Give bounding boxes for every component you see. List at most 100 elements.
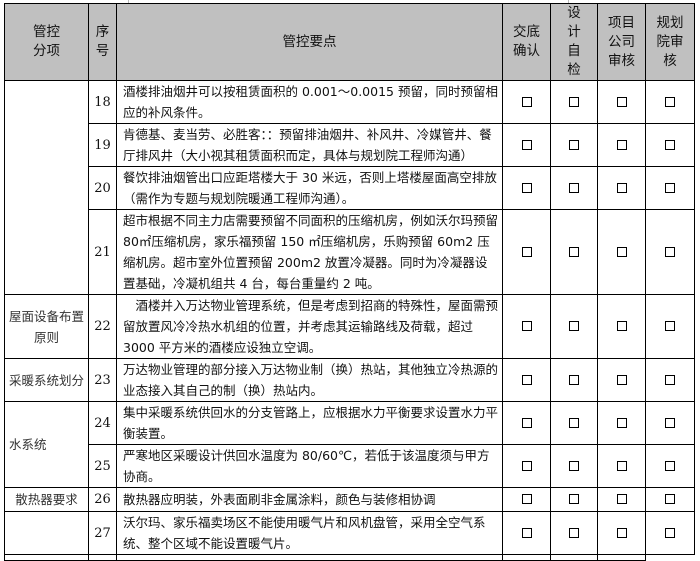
project-review-checkbox[interactable] [616, 182, 627, 193]
confirm-checkbox[interactable] [521, 139, 532, 150]
project-review-checkbox[interactable] [616, 96, 627, 107]
table-row: 20 餐饮排油烟管出口应距塔楼大于 30 米远，否则上塔楼屋面高空排放（需作为专题… [5, 166, 695, 210]
self-check-checkbox[interactable] [569, 182, 579, 193]
header-row: 管控分项 序号 管控要点 交底确认 设计自检 项目公司审核 规划院审核 [4, 3, 695, 81]
project-review-checkbox[interactable] [616, 246, 627, 257]
institute-review-checkbox[interactable] [665, 417, 675, 428]
institute-review-cell [645, 166, 695, 210]
institute-review-checkbox[interactable] [665, 460, 675, 471]
header-self-check: 设计自检 [550, 3, 598, 81]
row-number: 25 [88, 444, 117, 488]
confirm-checkbox[interactable] [521, 417, 532, 428]
institute-review-checkbox[interactable] [665, 527, 675, 538]
empty-cell [502, 554, 551, 561]
institute-review-checkbox[interactable] [665, 374, 675, 385]
confirm-checkbox[interactable] [521, 96, 532, 107]
self-check-checkbox[interactable] [569, 139, 579, 150]
confirm-checkbox[interactable] [521, 494, 532, 504]
control-point-text: 超市根据不同主力店需要预留不同面积的压缩机房，例如沃尔玛预留 80㎡压缩机房，家… [116, 209, 503, 295]
institute-review-checkbox[interactable] [665, 321, 675, 331]
project-review-checkbox[interactable] [616, 417, 627, 428]
confirm-checkbox[interactable] [521, 527, 532, 538]
row-number: 18 [88, 80, 117, 124]
confirm-cell [502, 511, 551, 555]
project-review-cell [597, 80, 646, 124]
self-check-cell [550, 444, 598, 488]
header-category: 管控分项 [4, 3, 89, 81]
row-number: 19 [88, 123, 117, 167]
row-number: 26 [88, 487, 117, 512]
institute-review-cell [645, 444, 695, 488]
institute-review-checkbox[interactable] [665, 139, 675, 150]
institute-review-checkbox[interactable] [665, 96, 675, 107]
self-check-checkbox[interactable] [569, 527, 579, 538]
self-check-cell [550, 209, 598, 295]
table-row: 19 肯德基、麦当劳、必胜客：：预留排油烟井、补风井、冷媒管井、餐厅排风井（大小视… [5, 123, 695, 167]
table-row: 屋面设备布置原则 22 酒楼并入万达物业管理系统，但是考虑到招商的特殊性，屋面需预… [4, 294, 695, 359]
project-review-checkbox[interactable] [616, 527, 627, 538]
confirm-cell [502, 166, 551, 210]
self-check-checkbox[interactable] [569, 417, 579, 428]
self-check-checkbox[interactable] [569, 321, 579, 331]
project-review-cell [597, 487, 646, 512]
category-cell: 屋面设备布置原则 [4, 294, 89, 359]
self-check-checkbox[interactable] [569, 374, 579, 385]
self-check-checkbox[interactable] [569, 494, 579, 504]
table-row: 采暖系统划分 23 万达物业管理的部分接入万达物业制（换）热站，其他独立冷热源的业态… [4, 358, 695, 402]
project-review-checkbox[interactable] [616, 494, 627, 504]
control-point-text: 酒楼并入万达物业管理系统，但是考虑到招商的特殊性，屋面需预留放置风冷冷热水机组的… [116, 294, 503, 359]
self-check-cell [550, 294, 598, 359]
self-check-cell [550, 487, 598, 512]
control-point-text: 肯德基、麦当劳、必胜客：：预留排油烟井、补风井、冷媒管井、餐厅排风井（大小视其租… [116, 123, 503, 167]
row-number: 20 [88, 166, 117, 210]
project-review-checkbox[interactable] [616, 321, 627, 331]
empty-cell [597, 554, 646, 561]
institute-review-checkbox[interactable] [665, 494, 675, 504]
project-review-cell [597, 511, 646, 555]
category-cell: 采暖系统划分 [4, 358, 89, 402]
project-review-cell [597, 358, 646, 402]
table-row: 18 酒楼排油烟井可以按租赁面积的 0.001～0.0015 预留，同时预留相应的… [4, 80, 695, 295]
table-row [4, 554, 695, 561]
row-number: 21 [88, 209, 117, 295]
institute-review-checkbox[interactable] [665, 182, 675, 193]
self-check-checkbox[interactable] [569, 246, 579, 257]
self-check-cell [550, 123, 598, 167]
project-review-checkbox[interactable] [616, 139, 627, 150]
control-point-text: 酒楼排油烟井可以按租赁面积的 0.001～0.0015 预留，同时预留相应的补风… [116, 80, 503, 124]
confirm-checkbox[interactable] [521, 321, 532, 331]
row-number: 23 [88, 358, 117, 402]
header-number: 序号 [88, 3, 117, 81]
confirm-checkbox[interactable] [521, 246, 532, 257]
category-cell: 水系统 [4, 401, 89, 488]
confirm-cell [502, 294, 551, 359]
self-check-checkbox[interactable] [569, 96, 579, 107]
table-row: 27 沃尔玛、家乐福卖场区不能使用暖气片和风机盘管，采用全空气系统、整个区域不能设… [4, 511, 695, 555]
header-confirm: 交底确认 [502, 3, 551, 81]
header-points: 管控要点 [116, 3, 503, 81]
table-row: 21 超市根据不同主力店需要预留不同面积的压缩机房，例如沃尔玛预留 80㎡压缩机房… [5, 209, 695, 295]
project-review-checkbox[interactable] [616, 374, 627, 385]
table-row: 散热器要求 26 散热器应明装，外表面刷非金属涂料，颜色与装修相协调 [4, 487, 695, 512]
institute-review-checkbox[interactable] [665, 246, 675, 257]
confirm-cell [502, 401, 551, 445]
institute-review-cell [645, 80, 695, 124]
confirm-checkbox[interactable] [521, 182, 532, 193]
confirm-checkbox[interactable] [521, 460, 532, 471]
institute-review-cell [645, 123, 695, 167]
self-check-checkbox[interactable] [569, 460, 579, 471]
confirm-cell [502, 487, 551, 512]
institute-review-cell [645, 209, 695, 295]
category-cell [4, 80, 89, 295]
self-check-cell [550, 511, 598, 555]
category-cell: 散热器要求 [4, 487, 89, 512]
project-review-checkbox[interactable] [616, 460, 627, 471]
confirm-checkbox[interactable] [521, 374, 532, 385]
empty-cell [4, 554, 89, 561]
project-review-cell [597, 209, 646, 295]
self-check-cell [550, 166, 598, 210]
header-institute-review: 规划院审核 [645, 3, 695, 81]
empty-cell [88, 554, 117, 561]
institute-review-cell [645, 511, 695, 555]
row-number: 22 [88, 294, 117, 359]
